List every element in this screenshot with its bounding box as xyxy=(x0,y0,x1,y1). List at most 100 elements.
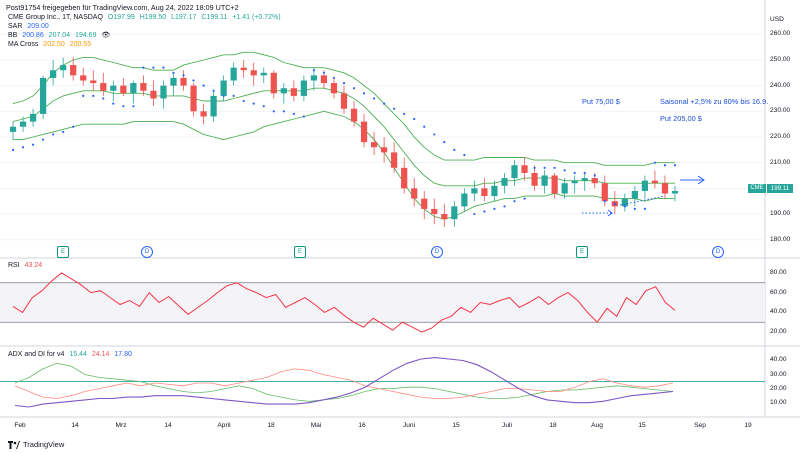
tradingview-icon xyxy=(8,440,20,449)
annotation-put-205[interactable]: Put 205,00 $ xyxy=(660,114,702,123)
bb-legend[interactable]: BB 200.86 207.04 194.69 👁 xyxy=(8,31,113,40)
di-plus-line xyxy=(14,362,674,402)
candle-body xyxy=(230,67,237,81)
candle-body xyxy=(501,178,508,186)
rsi-value: 43.24 xyxy=(24,262,43,269)
visibility-icon[interactable]: 👁 xyxy=(101,32,111,39)
candle-body xyxy=(330,83,338,94)
candle-body xyxy=(531,172,538,186)
sar-dot xyxy=(543,166,546,169)
candle-body xyxy=(651,180,659,184)
earnings-marker[interactable]: E xyxy=(294,246,306,258)
last-price-badge: 199.11 xyxy=(767,184,793,193)
di-minus-line xyxy=(14,368,674,399)
rsi-pane xyxy=(0,272,765,333)
tradingview-logo[interactable]: TradingView xyxy=(8,440,64,449)
candle-body xyxy=(90,80,97,84)
candle-body xyxy=(350,108,358,122)
candle-body xyxy=(240,67,247,71)
sar-dot xyxy=(433,133,436,136)
sar-dot xyxy=(623,205,626,208)
sar-dot xyxy=(573,171,576,175)
sar-dot xyxy=(192,79,195,82)
adx-value: 17.80 xyxy=(114,351,132,358)
symbol-legend[interactable]: CME Group Inc., 1T, NASDAQ O197.99 H199.… xyxy=(8,13,284,22)
ma-cross-legend[interactable]: MA Cross 202.50 200.55 xyxy=(8,40,94,49)
ohlc-open: O197.99 xyxy=(107,14,135,21)
sar-legend[interactable]: SAR 209.00 xyxy=(8,22,52,31)
sar-dot xyxy=(443,141,446,144)
candle-body xyxy=(290,88,297,96)
rsi-legend[interactable]: RSI 43.24 xyxy=(8,261,45,270)
sar-dot xyxy=(593,174,596,177)
price-tick: 240.00 xyxy=(770,81,791,89)
candle-body xyxy=(250,70,257,76)
earnings-marker[interactable]: E xyxy=(57,246,69,258)
put-line-arrow xyxy=(607,209,613,217)
sar-dot xyxy=(603,200,606,203)
dividend-marker[interactable]: D xyxy=(431,246,443,258)
sar-dot xyxy=(52,133,55,136)
bollinger-bands xyxy=(12,51,675,220)
rsi-line xyxy=(12,272,676,333)
sar-dot xyxy=(423,125,426,128)
time-tick: Juni xyxy=(402,422,416,429)
sar-dot xyxy=(493,207,496,211)
brand-name: TradingView xyxy=(23,440,65,449)
sar-dot xyxy=(162,66,165,69)
bb-value-upper: 207.04 xyxy=(48,32,71,39)
sar-dot xyxy=(92,94,95,98)
adx-tick: 40.00 xyxy=(770,356,787,364)
bb-value-lower: 194.69 xyxy=(75,32,97,39)
annotation-saisonal[interactable]: Saisonal +2,5% zu 80% bis 16.9. xyxy=(660,97,769,106)
sar-dot xyxy=(533,166,536,169)
sar-dot xyxy=(663,164,667,167)
chart-header: Post91754 freigegeben für TradingView.co… xyxy=(6,3,239,12)
time-tick: 15 xyxy=(638,422,646,429)
candle-body xyxy=(170,77,177,86)
ma-cross-label: MA Cross xyxy=(8,41,39,48)
candle-body xyxy=(19,121,27,127)
annotation-put-75[interactable]: Put 75,00 $ xyxy=(582,97,620,106)
sar-dot xyxy=(242,99,245,103)
sar-dot xyxy=(132,105,135,108)
candle-body xyxy=(310,75,318,81)
candle-body xyxy=(401,167,408,189)
dividend-marker[interactable]: D xyxy=(712,246,724,258)
candle-body xyxy=(280,88,287,94)
bb-upper-line xyxy=(12,51,675,166)
candle-body xyxy=(200,111,207,117)
candle-body xyxy=(130,83,137,94)
di-minus-value: 24.14 xyxy=(91,351,110,358)
earnings-marker[interactable]: E xyxy=(576,246,588,258)
candle-body xyxy=(70,65,77,76)
sar-dot xyxy=(383,102,386,105)
sar-dot xyxy=(613,202,616,205)
sar-dot xyxy=(513,200,516,203)
rsi-tick: 20.00 xyxy=(770,328,787,336)
candle-body xyxy=(641,180,649,191)
candle-body xyxy=(631,190,638,199)
sar-dot xyxy=(393,107,396,110)
candle-body xyxy=(9,126,17,132)
adx-legend[interactable]: ADX and DI for v4 15.44 24.14 17.80 xyxy=(8,350,135,359)
bb-value-basis: 200.86 xyxy=(22,32,44,39)
candle-body xyxy=(601,183,608,202)
candle-body xyxy=(551,175,558,194)
dividend-marker[interactable]: D xyxy=(141,246,153,258)
candle-body xyxy=(270,72,277,94)
time-tick: Aug xyxy=(591,422,603,429)
candle-body xyxy=(100,83,107,91)
sar-dot xyxy=(232,94,235,98)
candle-body xyxy=(591,178,598,184)
ohlc-low: L197.17 xyxy=(171,14,197,21)
candle-body xyxy=(80,75,87,81)
annotation-arrow-head xyxy=(697,175,705,185)
candle-body xyxy=(391,152,398,168)
candle-body xyxy=(210,95,217,117)
candle-body xyxy=(150,90,157,99)
price-tick: 210.00 xyxy=(770,158,791,166)
put-line-205-b xyxy=(619,195,666,206)
candle-body xyxy=(421,198,428,209)
candle-body xyxy=(621,198,628,207)
